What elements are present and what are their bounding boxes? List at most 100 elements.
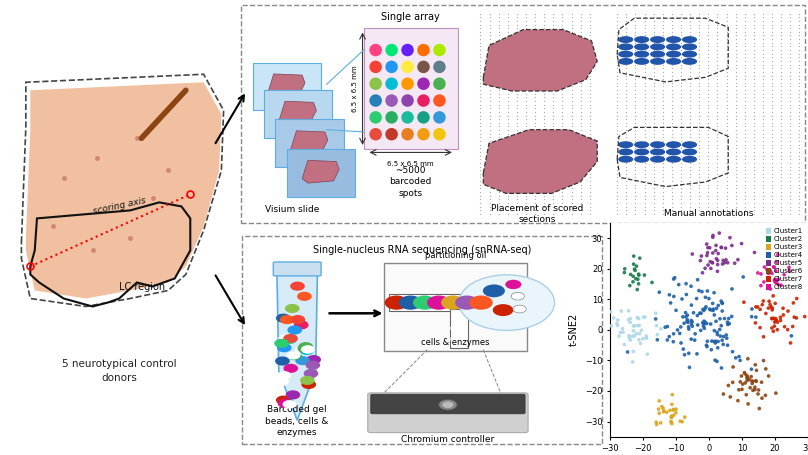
Cluster4 xyxy=(687,309,700,316)
Cluster6 xyxy=(736,380,749,388)
Cluster4 xyxy=(705,320,718,328)
Cluster5 xyxy=(748,249,761,256)
Cluster5 xyxy=(701,249,714,256)
Cluster4 xyxy=(673,330,686,337)
Cluster4 xyxy=(676,313,689,320)
Circle shape xyxy=(278,344,291,352)
Cluster4 xyxy=(684,283,697,290)
Circle shape xyxy=(385,296,407,309)
Cluster4 xyxy=(680,318,693,325)
Cluster1 xyxy=(654,325,667,333)
Circle shape xyxy=(439,399,457,410)
Cluster4 xyxy=(678,319,691,327)
Circle shape xyxy=(280,398,292,405)
Cluster4 xyxy=(709,318,722,325)
Ellipse shape xyxy=(385,44,398,56)
Cluster6 xyxy=(740,391,753,399)
Cluster8 xyxy=(770,258,783,266)
Cluster4 xyxy=(682,318,695,326)
Cluster8 xyxy=(772,251,785,258)
FancyBboxPatch shape xyxy=(273,262,321,276)
Text: 6.5 x 6.5 mm: 6.5 x 6.5 mm xyxy=(387,161,434,167)
Cluster5 xyxy=(722,259,734,266)
Ellipse shape xyxy=(402,61,414,73)
Circle shape xyxy=(456,296,478,309)
Cluster4 xyxy=(708,311,721,318)
Cluster1 xyxy=(612,333,625,340)
Cluster6 xyxy=(746,378,759,385)
Cluster5 xyxy=(710,255,723,263)
Ellipse shape xyxy=(369,111,382,124)
Ellipse shape xyxy=(369,77,382,90)
Circle shape xyxy=(667,51,680,57)
Cluster5 xyxy=(731,256,744,263)
Cluster1 xyxy=(631,322,644,329)
Cluster7 xyxy=(754,324,767,331)
Cluster4 xyxy=(701,343,713,350)
Cluster2 xyxy=(646,279,659,286)
Cluster1 xyxy=(604,308,617,315)
Cluster4 xyxy=(715,298,728,305)
Circle shape xyxy=(296,357,309,364)
Cluster8 xyxy=(782,264,795,271)
Circle shape xyxy=(650,37,664,42)
Cluster4 xyxy=(651,336,664,344)
Cluster5 xyxy=(706,259,719,266)
Cluster7 xyxy=(771,326,784,334)
Cluster6 xyxy=(724,393,737,400)
Cluster4 xyxy=(661,323,674,330)
Cluster4 xyxy=(698,325,711,332)
Cluster6 xyxy=(755,394,768,402)
Cluster8 xyxy=(769,267,782,274)
Cluster1 xyxy=(633,336,646,344)
Cluster4 xyxy=(686,323,699,330)
Cluster1 xyxy=(627,348,640,355)
Cluster7 xyxy=(770,317,783,324)
Cluster4 xyxy=(716,308,729,315)
Cluster4 xyxy=(683,364,696,371)
Polygon shape xyxy=(26,82,221,298)
Circle shape xyxy=(275,339,288,347)
Text: Placement of scored
sections: Placement of scored sections xyxy=(491,204,583,224)
Circle shape xyxy=(291,316,305,324)
Cluster4 xyxy=(701,338,713,345)
Cluster3 xyxy=(654,419,667,426)
Cluster4 xyxy=(664,299,677,307)
Circle shape xyxy=(619,149,633,155)
FancyBboxPatch shape xyxy=(384,263,527,351)
Polygon shape xyxy=(280,101,317,124)
Cluster4 xyxy=(734,357,747,364)
Cluster7 xyxy=(787,299,800,307)
Cluster1 xyxy=(650,310,663,317)
Cluster7 xyxy=(784,339,797,347)
Cluster7 xyxy=(767,292,780,299)
Cluster2 xyxy=(627,253,640,260)
Cluster1 xyxy=(640,332,653,339)
Ellipse shape xyxy=(369,61,382,73)
Circle shape xyxy=(667,44,680,50)
Circle shape xyxy=(399,296,422,309)
Circle shape xyxy=(667,149,680,155)
Ellipse shape xyxy=(433,77,446,90)
Cluster4 xyxy=(716,299,729,307)
Cluster4 xyxy=(699,293,712,301)
Text: Manual annotations: Manual annotations xyxy=(663,209,753,218)
Cluster4 xyxy=(706,300,719,307)
Circle shape xyxy=(451,334,467,344)
Cluster6 xyxy=(748,386,761,393)
Cluster7 xyxy=(765,315,778,322)
Cluster4 xyxy=(705,346,718,354)
FancyBboxPatch shape xyxy=(276,119,343,167)
Cluster5 xyxy=(716,260,729,268)
Cluster8 xyxy=(765,270,778,277)
Cluster5 xyxy=(709,247,722,254)
Cluster5 xyxy=(720,256,733,263)
Circle shape xyxy=(483,284,505,297)
Cluster6 xyxy=(741,374,754,382)
Text: scoring axis: scoring axis xyxy=(92,197,147,217)
Cluster7 xyxy=(771,318,784,326)
Cluster4 xyxy=(713,315,726,323)
Circle shape xyxy=(286,391,300,399)
Cluster6 xyxy=(760,365,772,373)
Cluster4 xyxy=(653,288,666,296)
